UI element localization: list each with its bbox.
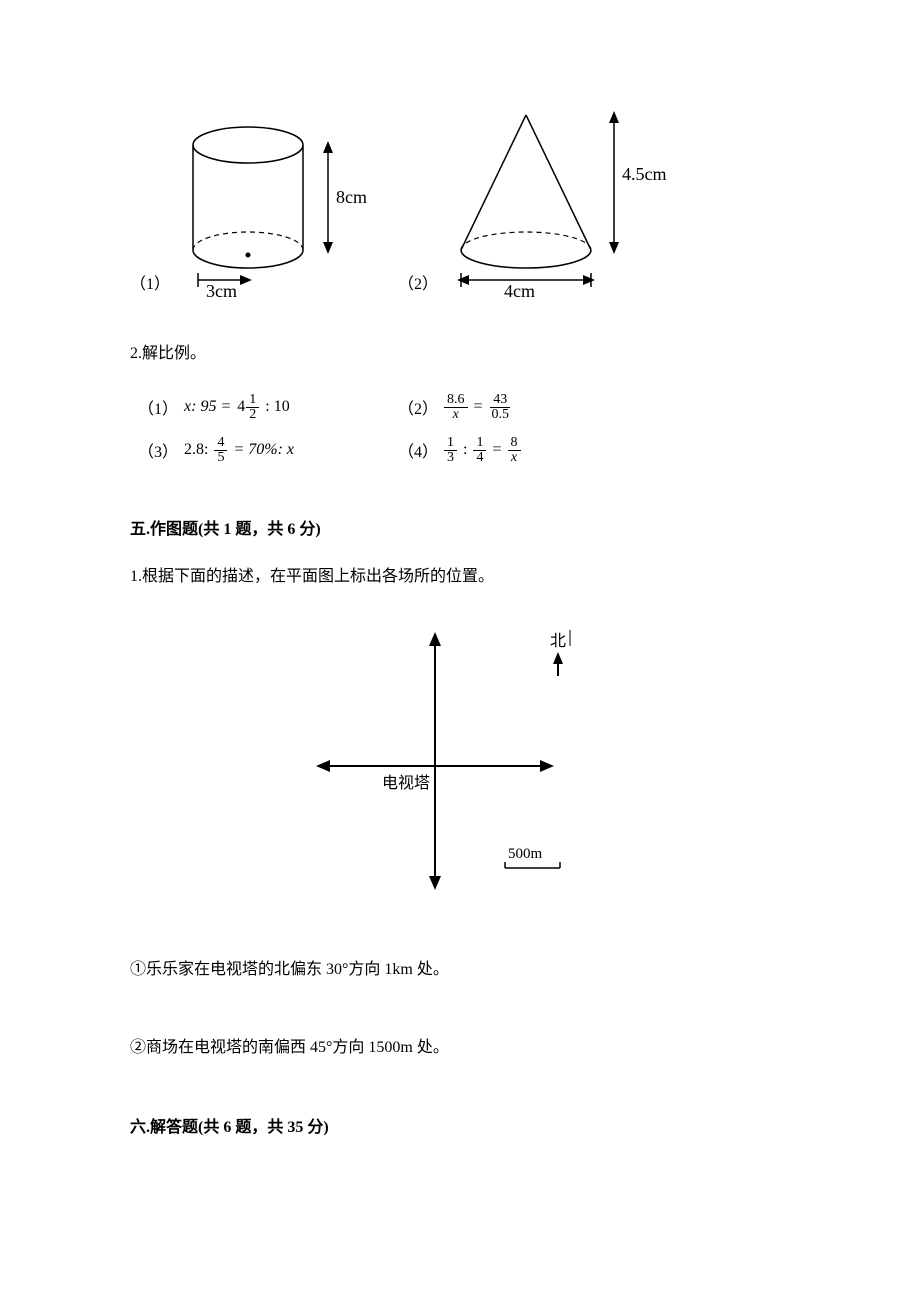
map-figure-wrap: 电视塔 北 500m <box>130 616 790 916</box>
north-label: 北 <box>550 632 566 650</box>
equation-1: （1） x: 95 = 4 1 2 : 10 <box>138 393 398 422</box>
eq3-b: = 70%: x <box>233 441 294 459</box>
section-5-head: 五.作图题(共 1 题，共 6 分) <box>130 515 790 539</box>
cylinder-height-label: 8cm <box>336 187 367 207</box>
section-5-sub1: ①乐乐家在电视塔的北偏东 30°方向 1km 处。 <box>130 956 790 985</box>
q2-text: 2.解比例。 <box>130 340 790 369</box>
eq1-a: x: 95 = <box>184 398 231 416</box>
eq4-num: （4） <box>398 438 438 462</box>
figures-row: （1） 8cm 3cm （2） <box>130 100 790 300</box>
cylinder-figure: 8cm 3cm <box>178 115 368 300</box>
equation-3: （3） 2.8: 4 5 = 70%: x <box>138 436 398 465</box>
eq1-num: （1） <box>138 395 178 419</box>
eq3-frac: 4 5 <box>214 436 227 465</box>
cylinder-radius-label: 3cm <box>206 281 237 300</box>
figure-2-number: （2） <box>398 270 438 294</box>
equation-2: （2） 8.6 x = 43 0.5 <box>398 393 658 422</box>
cone-figure: 4.5cm 4cm <box>446 100 676 300</box>
figure-1-wrap: （1） 8cm 3cm <box>130 115 368 300</box>
scale-label: 500m <box>508 846 543 862</box>
cone-height-label: 4.5cm <box>622 164 667 184</box>
section-6-head: 六.解答题(共 6 题，共 35 分) <box>130 1113 790 1137</box>
map-figure: 电视塔 北 500m <box>290 616 630 916</box>
cone-diameter-label: 4cm <box>504 281 535 300</box>
figure-2-wrap: （2） 4.5cm 4cm <box>398 100 676 300</box>
section-5-q1: 1.根据下面的描述，在平面图上标出各场所的位置。 <box>130 563 790 592</box>
eq3-a: 2.8: <box>184 441 208 459</box>
eq2-num: （2） <box>398 395 438 419</box>
eq4-frac2: 1 4 <box>473 436 486 465</box>
eq4-frac3: 8 x <box>508 436 521 465</box>
eq3-num: （3） <box>138 438 178 462</box>
eq2-frac2: 43 0.5 <box>489 393 513 422</box>
figure-1-number: （1） <box>130 270 170 294</box>
map-center-label: 电视塔 <box>382 774 430 792</box>
equation-4: （4） 1 3 : 1 4 = 8 x <box>398 436 658 465</box>
eq1-b: : 10 <box>265 398 289 416</box>
section-5-sub2: ②商场在电视塔的南偏西 45°方向 1500m 处。 <box>130 1034 790 1063</box>
equations-grid: （1） x: 95 = 4 1 2 : 10 （2） 8.6 x = 43 0.… <box>138 393 790 465</box>
eq4-frac1: 1 3 <box>444 436 457 465</box>
eq2-frac1: 8.6 x <box>444 393 468 422</box>
eq1-mixed: 4 1 2 <box>237 393 259 422</box>
